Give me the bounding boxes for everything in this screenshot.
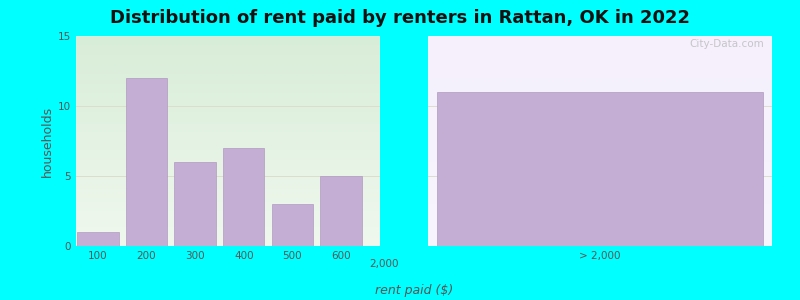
Bar bbox=[78, 232, 118, 246]
Bar bbox=[437, 92, 763, 246]
Bar bbox=[321, 176, 362, 246]
Text: Distribution of rent paid by renters in Rattan, OK in 2022: Distribution of rent paid by renters in … bbox=[110, 9, 690, 27]
Bar bbox=[223, 148, 265, 246]
Text: City-Data.com: City-Data.com bbox=[690, 39, 764, 49]
Text: 2,000: 2,000 bbox=[370, 259, 398, 269]
Bar bbox=[272, 204, 313, 246]
Y-axis label: households: households bbox=[41, 105, 54, 177]
Bar bbox=[174, 162, 216, 246]
Bar bbox=[126, 78, 167, 246]
Text: rent paid ($): rent paid ($) bbox=[375, 284, 453, 297]
